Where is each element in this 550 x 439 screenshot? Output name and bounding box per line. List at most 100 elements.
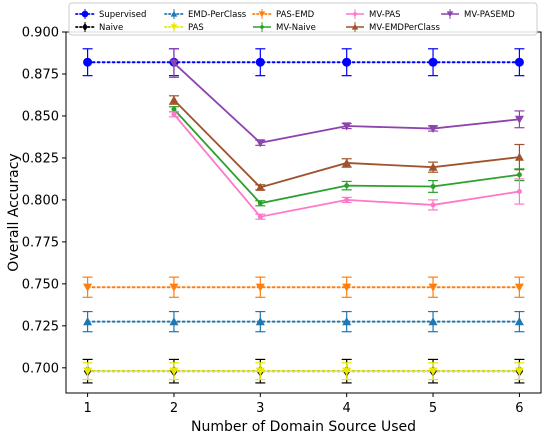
data-point [342,158,352,167]
legend-item: EMD-PerClass [164,9,247,20]
series-mv-naive [168,106,525,207]
legend-label: MV-PAS [369,10,401,20]
data-point [428,57,438,67]
data-point [428,162,438,171]
legend-label: EMD-PerClass [188,10,247,20]
legend-item: Naive [75,22,123,33]
data-point [516,189,522,194]
y-axis-label: Overall Accuracy [6,153,22,271]
legend-label: MV-EMDPerClass [369,23,440,33]
legend-marker [170,24,178,31]
legend-item: MV-PASEMD [441,9,515,20]
series-supervised [82,48,525,77]
data-point [430,183,436,189]
legend-label: MV-PASEMD [464,10,515,20]
data-point [344,183,350,189]
legend-item: PAS-EMD [252,9,315,20]
legend-item: MV-Naive [253,22,316,33]
series-line [173,99,520,189]
data-point [83,57,93,67]
x-tick-label: 5 [429,401,437,416]
data-point [342,367,352,376]
data-point [169,283,179,292]
legend-marker [260,25,264,29]
legend-label: PAS [188,23,204,33]
data-point [342,283,352,292]
data-point [255,57,265,67]
data-point [169,367,179,376]
y-tick-label: 0.800 [22,193,59,208]
legend-label: MV-Naive [276,23,316,33]
y-tick-label: 0.725 [22,319,59,334]
axes: 0.700 0.725 0.750 0.775 0.800 0.825 0.850 0.875… [22,26,524,417]
data-point [171,106,177,112]
plot-area [82,48,525,384]
legend-item: PAS [164,22,204,33]
x-tick-label: 6 [515,401,523,416]
series-mv-emdperclass [168,95,525,191]
data-point [83,367,93,376]
legend-marker [170,10,178,17]
legend-label: PAS-EMD [276,10,315,20]
x-tick-label: 2 [170,401,178,416]
data-point [342,317,352,326]
legend-marker [446,11,454,18]
legend-label: Naive [99,23,123,33]
data-point [255,367,265,376]
series-emd-perclass [82,310,525,333]
data-point [342,57,352,67]
legend-box [68,2,538,36]
data-point [514,283,524,292]
legend-marker [258,11,266,18]
legend-marker [81,10,89,18]
y-tick-label: 0.700 [22,361,59,376]
series-mv-pas [168,111,525,220]
data-point [83,317,93,326]
x-tick-label: 4 [343,401,351,416]
data-point [430,202,436,208]
data-point [169,95,179,104]
data-point [516,172,522,178]
series-pas-emd [82,276,525,298]
data-point [169,59,179,68]
y-tick-label: 0.775 [22,235,59,250]
data-point [428,367,438,376]
data-point [257,214,263,220]
data-point [255,182,265,191]
legend-item: Supervised [75,9,146,20]
data-point [169,317,179,326]
data-point [514,152,524,161]
data-point [255,139,265,148]
x-tick-label: 1 [83,401,91,416]
legend-item: MV-PAS [346,9,401,20]
data-point [514,57,524,67]
legend-item: MV-EMDPerClass [346,22,440,33]
data-point [428,283,438,292]
y-tick-label: 0.875 [22,67,59,82]
data-point [514,367,524,376]
y-tick-label: 0.900 [22,26,59,41]
y-tick-label: 0.750 [22,277,59,292]
legend-label: Supervised [99,10,146,20]
data-point [514,115,524,124]
legend-marker [353,12,357,16]
x-tick-label: 3 [256,401,264,416]
data-point [428,124,438,134]
data-point [171,111,177,117]
x-axis-label: Number of Domain Source Used [191,419,416,435]
data-point [255,283,265,292]
series-pas [82,362,525,381]
legend-marker [351,23,359,30]
data-point [428,317,438,326]
data-point [83,283,93,292]
data-point [344,197,350,203]
data-point [342,122,352,131]
y-tick-label: 0.850 [22,109,59,124]
series-mv-pasemd [168,48,525,148]
legend-marker [82,23,88,31]
data-point [514,317,524,326]
data-point [257,200,263,206]
legend: Supervised Naive EMD-PerClass PAS PAS-EMD MV-… [68,2,538,36]
data-point [255,317,265,326]
